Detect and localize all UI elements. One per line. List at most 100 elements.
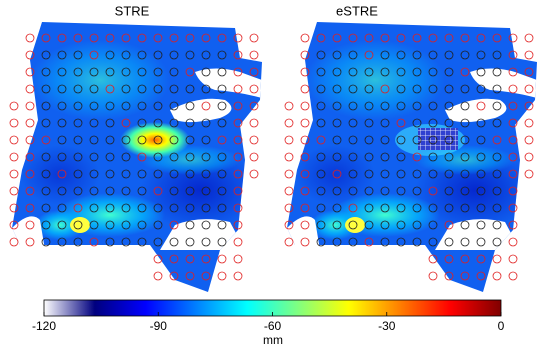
station <box>428 50 438 60</box>
station <box>169 254 179 264</box>
station <box>233 101 243 111</box>
colorbar: mm -120 -90 -60 -30 0 <box>32 299 505 347</box>
station <box>89 135 99 145</box>
station <box>476 118 486 128</box>
station <box>201 50 211 60</box>
station <box>41 152 51 162</box>
station <box>9 220 19 230</box>
station <box>233 67 243 77</box>
station <box>185 220 195 230</box>
station <box>89 220 99 230</box>
station <box>89 169 99 179</box>
station <box>153 84 163 94</box>
station <box>316 186 326 196</box>
station <box>153 169 163 179</box>
station <box>316 237 326 247</box>
station <box>57 237 67 247</box>
station <box>364 220 374 230</box>
station <box>153 186 163 196</box>
station <box>105 67 115 77</box>
station <box>9 152 19 162</box>
station <box>476 169 486 179</box>
station <box>185 118 195 128</box>
station <box>364 237 374 247</box>
station <box>25 84 35 94</box>
station <box>412 135 422 145</box>
station <box>460 271 470 281</box>
station <box>201 152 211 162</box>
station <box>348 118 358 128</box>
station <box>348 50 358 60</box>
station <box>105 135 115 145</box>
station <box>348 169 358 179</box>
station <box>185 169 195 179</box>
station <box>428 203 438 213</box>
station <box>105 186 115 196</box>
station <box>169 237 179 247</box>
station <box>428 33 438 43</box>
station <box>169 135 179 145</box>
station <box>444 169 454 179</box>
station <box>137 101 147 111</box>
station <box>492 67 502 77</box>
station <box>105 237 115 247</box>
station <box>444 101 454 111</box>
station <box>380 169 390 179</box>
station <box>300 220 310 230</box>
station <box>300 237 310 247</box>
station <box>492 50 502 60</box>
station <box>41 203 51 213</box>
station <box>57 203 67 213</box>
station <box>169 84 179 94</box>
station <box>316 67 326 77</box>
panel-stre: STRE <box>0 0 270 300</box>
station <box>249 84 259 94</box>
station <box>233 135 243 145</box>
station <box>25 33 35 43</box>
station <box>153 237 163 247</box>
station <box>73 50 83 60</box>
station <box>348 67 358 77</box>
station <box>105 101 115 111</box>
station <box>476 84 486 94</box>
station <box>233 237 243 247</box>
station <box>284 186 294 196</box>
station <box>284 135 294 145</box>
station <box>508 118 518 128</box>
station <box>396 237 406 247</box>
station <box>300 33 310 43</box>
station <box>492 101 502 111</box>
tick-label: -90 <box>150 319 168 333</box>
panel-estre: eSTRE <box>275 0 545 300</box>
station <box>332 169 342 179</box>
station <box>316 152 326 162</box>
station <box>121 50 131 60</box>
station <box>460 101 470 111</box>
station <box>201 271 211 281</box>
station <box>316 118 326 128</box>
station <box>73 186 83 196</box>
station <box>169 50 179 60</box>
station <box>169 220 179 230</box>
station <box>57 169 67 179</box>
station <box>137 186 147 196</box>
station <box>217 84 227 94</box>
station <box>300 101 310 111</box>
station <box>217 101 227 111</box>
station <box>316 135 326 145</box>
station <box>137 118 147 128</box>
station <box>428 84 438 94</box>
station <box>396 220 406 230</box>
station <box>153 67 163 77</box>
station <box>300 118 310 128</box>
station <box>121 237 131 247</box>
station <box>185 152 195 162</box>
station <box>153 254 163 264</box>
station <box>217 169 227 179</box>
station <box>492 186 502 196</box>
station <box>492 271 502 281</box>
station <box>121 84 131 94</box>
station <box>444 271 454 281</box>
station <box>105 118 115 128</box>
station <box>348 84 358 94</box>
